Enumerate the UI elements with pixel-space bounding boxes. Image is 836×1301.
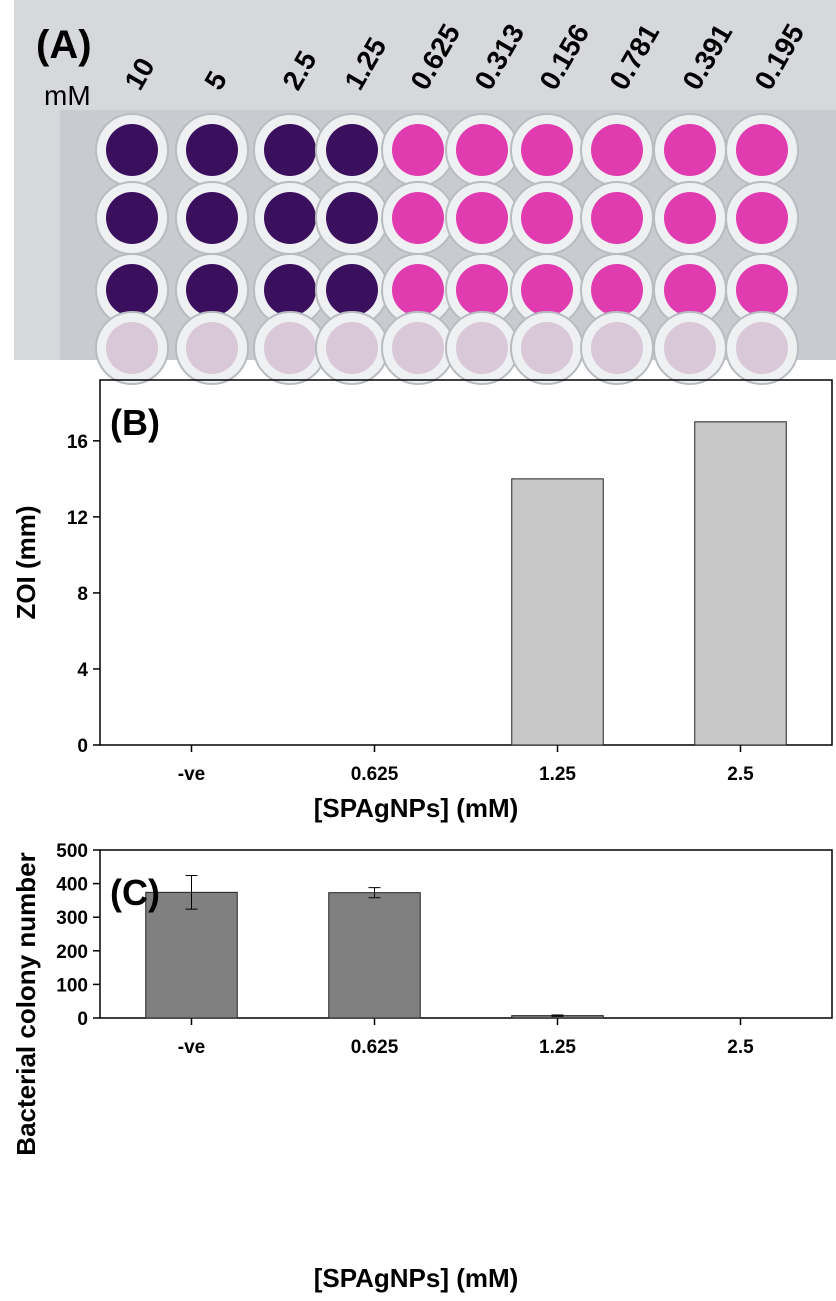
- well: [106, 322, 158, 374]
- x-tick-label: 0.625: [351, 764, 399, 785]
- well: [106, 264, 158, 316]
- well: [736, 192, 788, 244]
- well: [664, 264, 716, 316]
- y-tick-label: 8: [77, 584, 88, 605]
- well: [521, 124, 573, 176]
- y-tick-label: 4: [77, 660, 88, 681]
- well: [326, 124, 378, 176]
- well: [456, 322, 508, 374]
- well: [591, 124, 643, 176]
- x-axis-label: [SPAgNPs] (mM): [314, 1263, 519, 1293]
- unit-label: mM: [44, 80, 91, 111]
- well: [186, 264, 238, 316]
- error-bar: [551, 1014, 564, 1017]
- well: [591, 264, 643, 316]
- plot-frame: [99, 849, 833, 1019]
- bar: [694, 421, 787, 746]
- well: [106, 192, 158, 244]
- well: [264, 264, 316, 316]
- error-bar: [185, 875, 198, 910]
- x-tick-label: 1.25: [539, 764, 576, 785]
- y-tick-label: 0: [77, 1009, 88, 1030]
- well: [664, 192, 716, 244]
- x-tick-label: 1.25: [539, 1037, 576, 1058]
- well: [392, 322, 444, 374]
- y-tick-label: 100: [56, 975, 88, 996]
- x-tick-label: 2.5: [727, 764, 754, 785]
- x-tick-label: 2.5: [727, 1037, 754, 1058]
- x-axis-label: [SPAgNPs] (mM): [314, 793, 519, 823]
- well: [186, 124, 238, 176]
- y-tick-label: 300: [56, 908, 88, 929]
- well: [392, 124, 444, 176]
- y-axis-label: Bacterial colony number: [11, 852, 41, 1155]
- panel-label: (B): [110, 402, 160, 443]
- well: [736, 322, 788, 374]
- well: [326, 264, 378, 316]
- well: [264, 124, 316, 176]
- x-tick-label: -ve: [178, 1037, 205, 1058]
- well: [456, 192, 508, 244]
- y-tick-label: 0: [77, 736, 88, 757]
- well: [664, 322, 716, 374]
- error-bar: [368, 887, 381, 899]
- bar: [328, 892, 421, 1019]
- well: [736, 124, 788, 176]
- x-tick-label: -ve: [178, 764, 205, 785]
- well: [264, 322, 316, 374]
- well: [326, 322, 378, 374]
- panel-label: (C): [110, 872, 160, 913]
- y-tick-label: 200: [56, 942, 88, 963]
- well: [392, 264, 444, 316]
- well: [664, 124, 716, 176]
- bar: [145, 891, 238, 1019]
- well: [456, 264, 508, 316]
- well: [106, 124, 158, 176]
- plot-frame: [99, 379, 833, 746]
- y-tick-label: 12: [67, 508, 88, 529]
- y-tick-label: 400: [56, 875, 88, 896]
- well: [591, 322, 643, 374]
- wells: [95, 113, 799, 385]
- well: [186, 322, 238, 374]
- well: [186, 192, 238, 244]
- well: [456, 124, 508, 176]
- well: [591, 192, 643, 244]
- panel-label: (A): [36, 23, 92, 67]
- well: [736, 264, 788, 316]
- well: [392, 192, 444, 244]
- well: [521, 322, 573, 374]
- well: [264, 192, 316, 244]
- bar: [511, 478, 604, 746]
- y-tick-label: 16: [67, 432, 88, 453]
- well: [521, 192, 573, 244]
- well: [521, 264, 573, 316]
- well: [326, 192, 378, 244]
- y-tick-label: 500: [56, 841, 88, 862]
- y-axis-label: ZOI (mm): [11, 505, 41, 619]
- x-tick-label: 0.625: [351, 1037, 399, 1058]
